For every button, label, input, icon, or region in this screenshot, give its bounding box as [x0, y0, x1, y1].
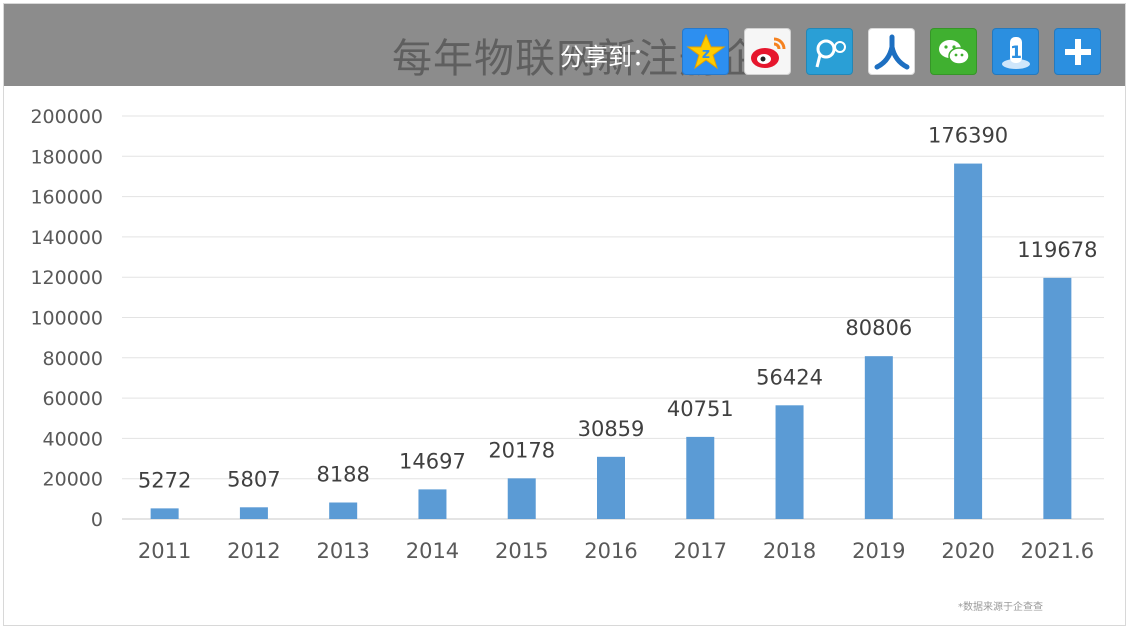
x-tick-label: 2021.6 — [1021, 539, 1094, 563]
bars — [150, 163, 1072, 519]
share-bar: 每年物联网新注册企 分享到： z 1 — [4, 4, 1125, 86]
y-axis-ticks: 0 20000 40000 60000 80000 100000 120000 140000 1… — [30, 106, 103, 531]
bar — [597, 456, 625, 519]
y-tick-label: 0 — [91, 509, 103, 531]
svg-text:1: 1 — [1010, 43, 1022, 63]
y-tick-label: 60000 — [43, 388, 103, 410]
bar — [507, 478, 536, 519]
x-tick-label: 2017 — [674, 539, 727, 563]
y-tick-label: 80000 — [43, 348, 103, 370]
renren-icon[interactable] — [868, 28, 915, 75]
data-label: 119678 — [1017, 238, 1097, 262]
data-label: 20178 — [488, 438, 555, 462]
bar — [418, 489, 447, 519]
x-tick-label: 2016 — [584, 539, 637, 563]
x-tick-label: 2014 — [406, 539, 459, 563]
x-tick-label: 2013 — [316, 539, 369, 563]
y-tick-label: 200000 — [30, 106, 103, 128]
x-tick-label: 2019 — [852, 539, 905, 563]
bar — [686, 436, 715, 519]
data-label: 5272 — [138, 468, 191, 492]
data-label: 8188 — [316, 463, 369, 487]
data-label: 56424 — [756, 365, 823, 389]
bar — [329, 502, 358, 519]
y-tick-label: 160000 — [30, 187, 103, 209]
data-label: 40751 — [667, 397, 734, 421]
x-axis-ticks: 2011 2012 2013 2014 2015 2016 2017 2018 2019 2020… — [138, 539, 1094, 563]
share-label: 分享到： — [560, 43, 656, 71]
y-tick-label: 40000 — [43, 428, 103, 450]
data-label: 176390 — [928, 124, 1008, 148]
data-label: 5807 — [227, 467, 280, 491]
bar — [864, 356, 893, 519]
y-tick-label: 120000 — [30, 267, 103, 289]
y-tick-label: 20000 — [43, 469, 103, 491]
x-tick-label: 2011 — [138, 539, 191, 563]
grid-lines — [122, 115, 1104, 520]
chart-frame — [3, 3, 1126, 626]
y-tick-label: 100000 — [30, 308, 103, 330]
more-plus-icon[interactable] — [1054, 28, 1101, 75]
data-labels: 5272 5807 8188 14697 20178 30859 40751 56424 808… — [138, 124, 1098, 493]
bar — [775, 405, 804, 519]
x-tick-label: 2020 — [941, 539, 994, 563]
source-note: *数据来源于企查查 — [958, 602, 1043, 613]
y-tick-label: 140000 — [30, 227, 103, 249]
share-icons: z 1 — [682, 28, 1101, 75]
wechat-icon[interactable] — [930, 28, 977, 75]
svg-text:z: z — [701, 46, 709, 62]
data-label: 80806 — [845, 316, 912, 340]
bar — [1043, 277, 1072, 519]
data-label: 30859 — [578, 417, 645, 441]
x-tick-label: 2018 — [763, 539, 816, 563]
bar — [954, 163, 983, 519]
y-tick-label: 180000 — [30, 146, 103, 168]
x-tick-label: 2012 — [227, 539, 280, 563]
tencent-weibo-icon[interactable] — [806, 28, 853, 75]
data-label: 14697 — [399, 449, 466, 473]
weibo-icon[interactable] — [744, 28, 791, 75]
bar — [239, 507, 268, 519]
qzone-icon[interactable]: z — [682, 28, 729, 75]
bar — [150, 508, 179, 519]
x-tick-label: 2015 — [495, 539, 548, 563]
kaixin-icon[interactable]: 1 — [992, 28, 1039, 75]
